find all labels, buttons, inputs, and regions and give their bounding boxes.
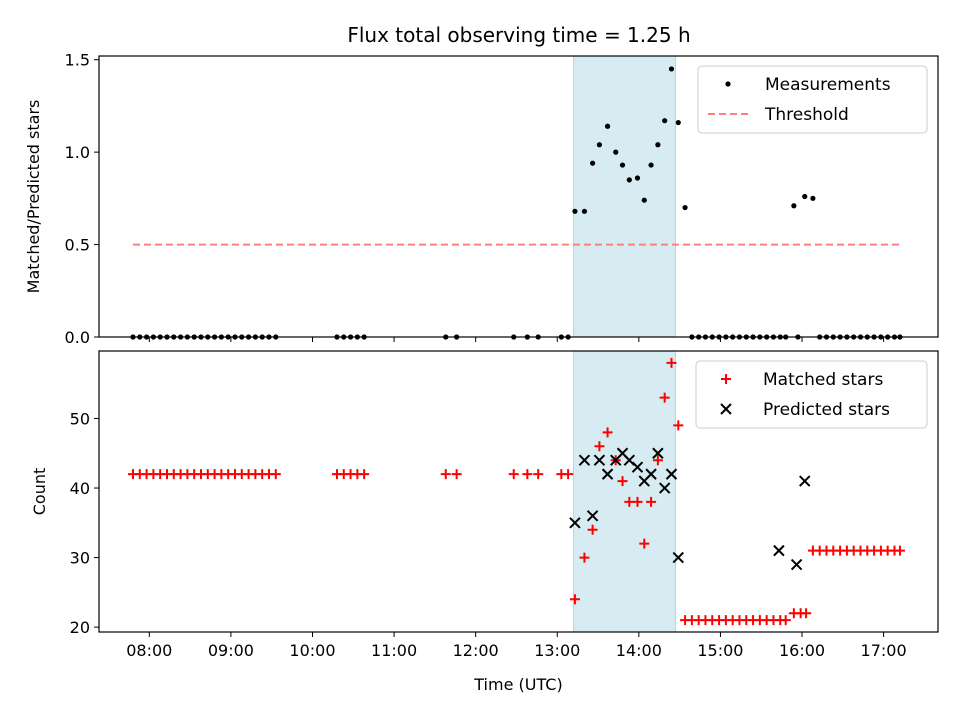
axes-frame (98, 55, 939, 338)
data-point (581, 208, 588, 214)
data-point (665, 468, 678, 480)
x-tick-label: 08:00 (126, 641, 172, 660)
data-point (451, 469, 462, 480)
y-tick-label: 0.5 (65, 236, 90, 255)
data-point (668, 66, 675, 72)
data-point (613, 149, 619, 155)
y-tick-label: 30 (70, 549, 90, 568)
x-tick-label: 11:00 (371, 641, 417, 660)
data-point (440, 469, 451, 480)
data-point (604, 123, 611, 129)
data-point (634, 175, 641, 181)
data-point (672, 551, 684, 564)
legend-predicted-swatch (720, 403, 732, 415)
data-point (619, 162, 626, 168)
y-tick-label: 1.0 (65, 143, 90, 162)
data-point (810, 195, 816, 201)
x-axis-label: Time (UTC) (473, 675, 562, 694)
x-tick-label: 14:00 (616, 641, 662, 660)
data-point (801, 608, 812, 619)
data-point (658, 482, 671, 494)
x-tick-label: 13:00 (534, 641, 580, 660)
data-point (773, 544, 785, 557)
data-point (645, 468, 657, 480)
data-point (791, 203, 797, 209)
x-tick-label: 10:00 (289, 641, 335, 660)
x-tick-label: 09:00 (208, 641, 254, 660)
data-point (578, 454, 591, 466)
legend-label: Measurements (765, 75, 891, 95)
data-point (648, 162, 654, 168)
data-point (533, 469, 544, 480)
data-point (790, 558, 803, 571)
data-point (652, 455, 663, 466)
x-tick-label: 12:00 (453, 641, 499, 660)
series-matched-stars (127, 357, 905, 626)
data-point (590, 160, 596, 166)
legend-matched-swatch (721, 374, 731, 384)
ratio-panel: 0.0 0.5 1.0 1.5 Matched/Predicted stars Measu… (24, 51, 939, 347)
data-point (780, 615, 791, 626)
y-tick-label: 20 (70, 618, 90, 637)
data-point (666, 357, 677, 368)
y-tick-label: 1.5 (65, 51, 90, 70)
data-point (799, 475, 811, 487)
data-point (587, 524, 598, 535)
y-axis-label: Matched/Predicted stars (24, 100, 43, 294)
data-point (596, 142, 603, 148)
data-point (602, 427, 613, 438)
y-axis-label: Count (30, 468, 49, 516)
data-point (586, 510, 599, 522)
legend: Measurements Threshold (697, 65, 928, 134)
data-point (569, 594, 580, 605)
data-point (639, 538, 650, 549)
data-point (652, 447, 664, 459)
legend: Matched stars Predicted stars (695, 360, 928, 429)
data-point (682, 204, 688, 211)
data-point (626, 177, 632, 183)
data-point (601, 468, 614, 480)
data-point (593, 454, 606, 466)
legend-measurement-swatch (725, 81, 731, 87)
data-point (631, 461, 644, 473)
legend-label: Matched stars (763, 370, 883, 390)
data-point (617, 476, 628, 487)
data-point (646, 496, 657, 507)
data-point (563, 469, 574, 480)
data-point (673, 420, 684, 431)
legend-box (697, 65, 928, 134)
x-tick-label: 15:00 (697, 641, 743, 660)
data-point (579, 552, 590, 563)
axes-frame (98, 350, 939, 633)
data-point (894, 545, 905, 556)
data-point (522, 469, 533, 480)
legend-label: Threshold (764, 105, 849, 125)
data-point (594, 441, 605, 452)
data-point (655, 142, 661, 148)
legend-label: Predicted stars (763, 400, 890, 420)
data-point (641, 197, 647, 203)
y-tick-label: 40 (70, 479, 90, 498)
observation-window (573, 350, 677, 633)
data-point (659, 392, 670, 403)
data-point (572, 208, 578, 214)
data-point (632, 496, 643, 507)
x-tick-label: 17:00 (861, 641, 907, 660)
data-point (675, 119, 681, 126)
x-tick-label: 16:00 (779, 641, 825, 660)
legend-box (695, 360, 928, 429)
series-predicted-stars (569, 447, 811, 571)
data-point (359, 469, 370, 480)
data-point (802, 193, 808, 200)
data-point (508, 469, 519, 480)
count-panel: 08:00 09:00 10:00 11:00 12:00 13:00 14:00 15:00… (30, 350, 939, 694)
data-point (569, 517, 581, 529)
observation-window (573, 55, 677, 338)
data-point (662, 118, 668, 124)
y-tick-label: 0.0 (65, 328, 90, 347)
data-point (270, 469, 281, 480)
chart-title: Flux total observing time = 1.25 h (347, 23, 690, 47)
y-tick-label: 50 (70, 409, 90, 428)
